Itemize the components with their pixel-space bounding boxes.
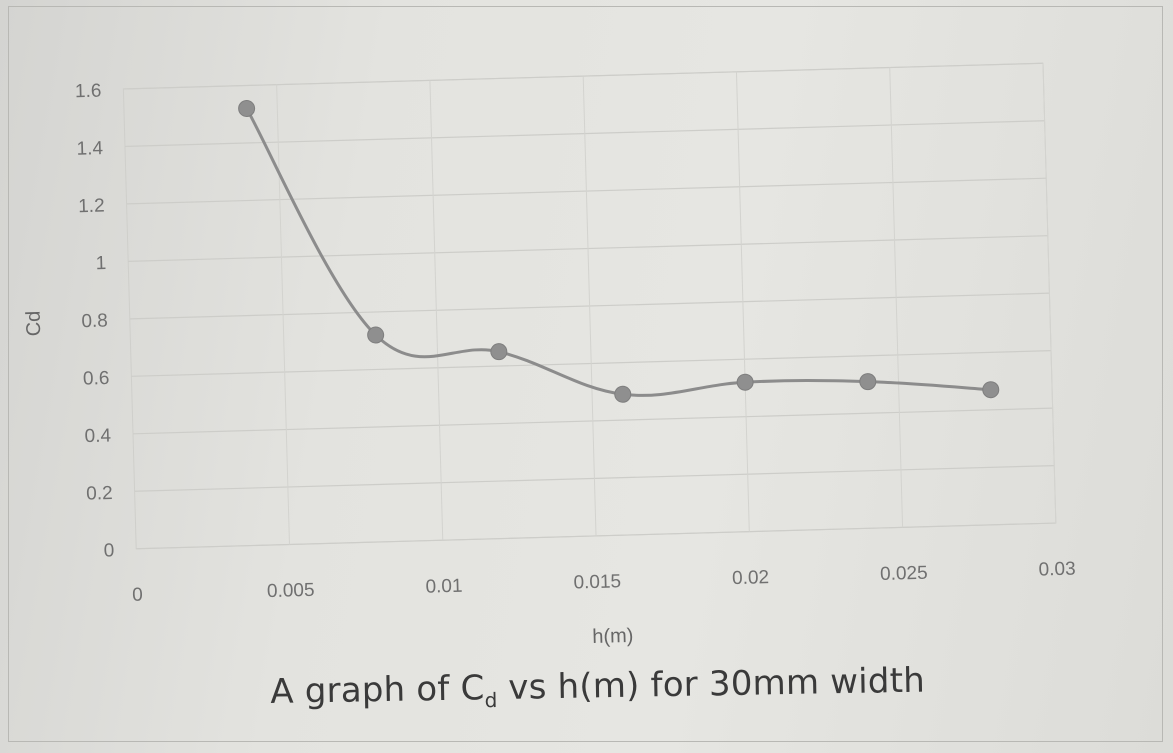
x-gridline	[889, 67, 904, 528]
y-tick-label: 0.2	[86, 483, 113, 505]
x-gridline	[1042, 63, 1057, 524]
data-point	[859, 373, 877, 391]
chart-title-pre: A graph of C	[270, 668, 485, 712]
y-axis-label: Cd	[23, 310, 46, 336]
x-tick-label: 0.005	[267, 580, 315, 602]
data-point	[238, 100, 256, 118]
x-tick-label: 0.03	[1038, 559, 1076, 581]
y-tick-label: 1.6	[75, 81, 102, 103]
y-tick-label: 1	[95, 253, 106, 274]
x-tick-label: 0.015	[573, 571, 621, 593]
y-tick-label: 0	[103, 540, 114, 561]
data-points	[238, 100, 1000, 403]
data-point	[736, 373, 754, 391]
x-gridline	[429, 80, 444, 541]
data-point	[490, 343, 508, 361]
data-point	[367, 326, 385, 344]
x-gridline	[735, 71, 750, 532]
data-point	[614, 385, 632, 403]
y-tick-label: 0.8	[81, 310, 108, 332]
x-tick-label: 0.01	[425, 576, 463, 598]
y-tick-label: 0.6	[83, 368, 110, 390]
y-tick-label: 0.4	[84, 425, 111, 447]
x-axis-label: h(m)	[592, 625, 634, 648]
x-gridlines	[276, 63, 1057, 545]
x-gridline	[276, 84, 290, 545]
x-tick-label: 0.02	[732, 567, 770, 589]
x-tick-label: 0	[132, 585, 143, 606]
x-tick-label: 0.025	[880, 563, 928, 585]
chart-title-subscript: d	[484, 688, 498, 713]
chart-title-post: vs h(m) for 30mm width	[496, 660, 926, 709]
y-tick-label: 1.4	[76, 138, 103, 160]
series-line	[245, 107, 991, 397]
paper-sheet	[8, 6, 1163, 742]
data-point	[982, 381, 1000, 399]
y-tick-label: 1.2	[78, 196, 105, 218]
x-tick-labels: 0 0.005 0.01 0.015 0.02 0.025 0.03	[132, 559, 1076, 606]
x-gridline	[582, 76, 597, 536]
y-tick-labels: 0 0.2 0.4 0.6 0.8 1 1.2 1.4 1.6	[75, 81, 115, 562]
